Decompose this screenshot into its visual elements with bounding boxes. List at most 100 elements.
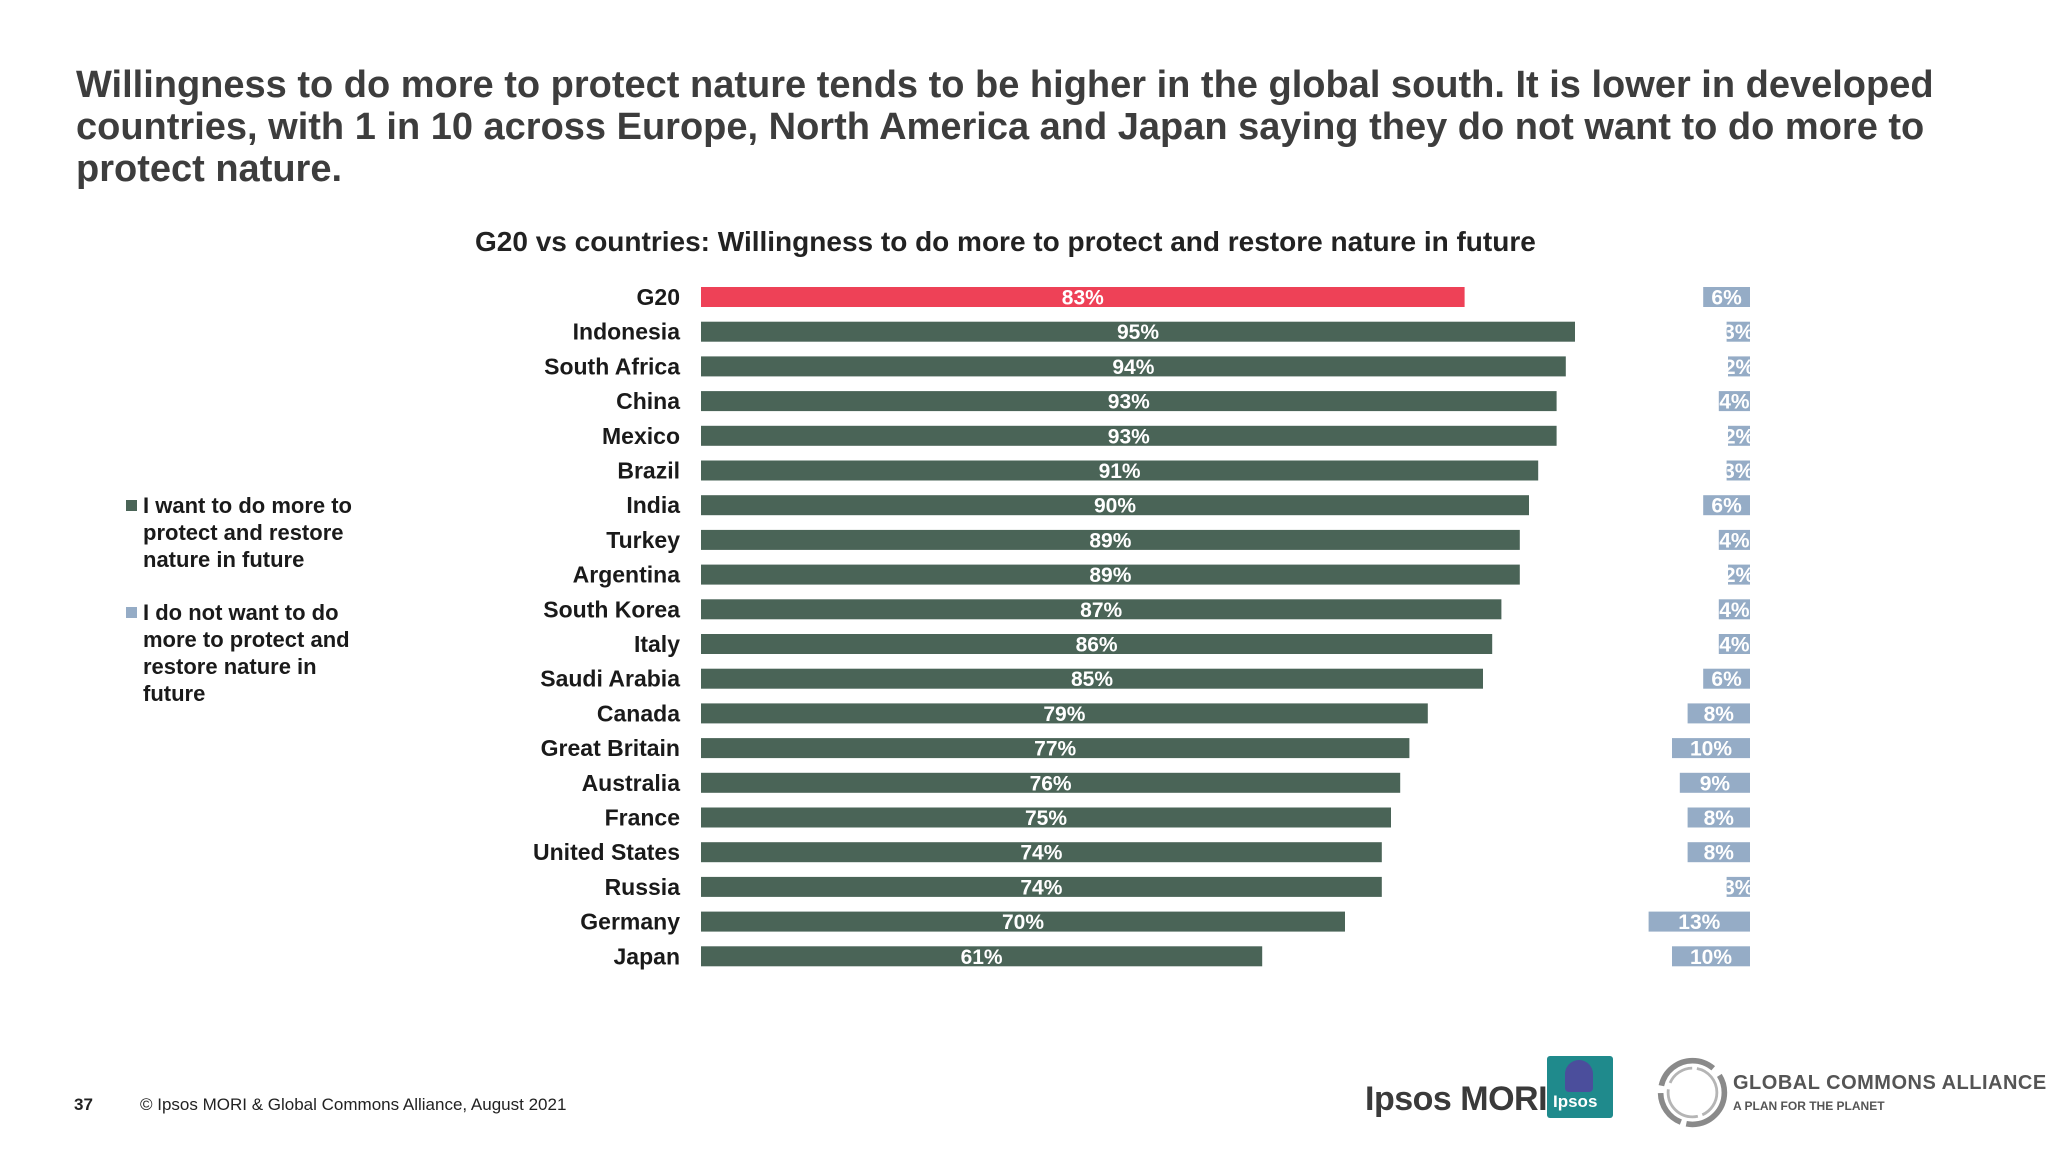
slide-headline: Willingness to do more to protect nature… [76, 64, 1934, 190]
global-commons-alliance-circle-icon [1657, 1057, 1728, 1128]
bar-want-more-indonesia [701, 321, 1575, 342]
value-label-do-not-want-india: 6% [1711, 495, 1742, 518]
gca-logo-tagline: A PLAN FOR THE PLANET [1733, 1099, 1885, 1113]
bar-do-not-want-brazil [1726, 460, 1750, 481]
bar-want-more-great-britain [701, 738, 1410, 759]
value-label-want-more-south-africa: 94% [1112, 356, 1154, 379]
legend-swatch-do-not-want [126, 607, 137, 618]
bar-want-more-south-korea [701, 599, 1502, 620]
legend-swatch-want-more [126, 500, 137, 511]
bar-want-more-brazil [701, 460, 1539, 481]
value-label-do-not-want-mexico: 2% [1724, 425, 1755, 448]
value-label-do-not-want-indonesia: 3% [1723, 321, 1754, 344]
category-label-brazil: Brazil [617, 458, 680, 484]
value-label-do-not-want-great-britain: 10% [1690, 738, 1732, 761]
value-label-want-more-china: 93% [1108, 391, 1150, 414]
bar-do-not-want-south-korea [1718, 599, 1750, 620]
bar-do-not-want-india [1703, 495, 1750, 516]
bar-do-not-want-great-britain [1672, 738, 1750, 759]
value-label-want-more-india: 90% [1094, 495, 1136, 518]
category-label-south-korea: South Korea [543, 596, 680, 622]
bar-want-more-italy [701, 634, 1493, 654]
value-label-want-more-south-korea: 87% [1080, 599, 1122, 622]
bar-want-more-china [701, 391, 1557, 412]
category-label-japan: Japan [614, 943, 680, 969]
bar-do-not-want-canada [1687, 703, 1750, 724]
bar-want-more-argentina [701, 564, 1520, 585]
category-label-great-britain: Great Britain [541, 735, 680, 761]
value-label-do-not-want-brazil: 3% [1723, 460, 1754, 483]
value-label-do-not-want-canada: 8% [1704, 703, 1735, 726]
category-label-italy: Italy [634, 631, 680, 657]
legend-label-do-not-want: I do not want to do more to protect and … [143, 600, 350, 706]
category-label-argentina: Argentina [573, 562, 681, 588]
page-number: 37 [74, 1095, 93, 1114]
bar-do-not-want-saudi-arabia [1703, 668, 1750, 689]
bar-do-not-want-france [1687, 807, 1750, 828]
category-label-g20: G20 [637, 284, 680, 310]
bar-do-not-want-turkey [1718, 529, 1750, 550]
value-label-want-more-great-britain: 77% [1034, 738, 1076, 761]
value-label-want-more-united-states: 74% [1020, 842, 1062, 865]
bar-do-not-want-mexico [1728, 425, 1750, 446]
value-label-want-more-saudi-arabia: 85% [1071, 668, 1113, 691]
value-label-do-not-want-south-africa: 2% [1724, 356, 1755, 379]
bar-want-more-turkey [701, 529, 1520, 550]
bar-do-not-want-indonesia [1726, 321, 1750, 342]
bar-do-not-want-australia [1679, 772, 1750, 793]
category-label-india: India [626, 492, 680, 518]
ipsos-emblem-icon [1565, 1060, 1593, 1092]
legend-item-do-not-want: I do not want to do more to protect and … [124, 599, 384, 707]
value-label-want-more-russia: 74% [1020, 876, 1062, 899]
bar-do-not-want-china [1718, 391, 1750, 412]
bar-want-more-australia [701, 772, 1401, 793]
value-label-do-not-want-saudi-arabia: 6% [1711, 668, 1742, 691]
bar-want-more-russia [701, 876, 1382, 897]
category-label-mexico: Mexico [602, 423, 680, 449]
category-label-saudi-arabia: Saudi Arabia [540, 666, 680, 692]
bar-want-more-united-states [701, 842, 1382, 863]
value-label-want-more-canada: 79% [1043, 703, 1085, 726]
category-label-russia: Russia [605, 874, 681, 900]
bar-want-more-france [701, 807, 1391, 828]
ipsos-mori-logo: Ipsos MORI [1365, 1080, 1548, 1118]
value-label-want-more-japan: 61% [961, 946, 1003, 969]
value-label-do-not-want-italy: 4% [1719, 634, 1750, 657]
category-label-germany: Germany [580, 909, 680, 935]
value-label-do-not-want-japan: 10% [1690, 946, 1732, 969]
bar-chart: G20 83% 6% Indonesia 95% 3% South Africa 94% 2% C… [533, 284, 1755, 970]
category-label-france: France [605, 805, 680, 831]
legend-label-want-more: I want to do more to protect and restore… [143, 493, 352, 572]
value-label-want-more-france: 75% [1025, 807, 1067, 830]
value-label-want-more-g20: 83% [1062, 287, 1104, 310]
bar-want-more-japan [701, 946, 1263, 967]
value-label-want-more-germany: 70% [1002, 911, 1044, 934]
category-label-china: China [616, 388, 680, 414]
bar-do-not-want-italy [1718, 634, 1750, 654]
bar-do-not-want-g20 [1703, 287, 1750, 307]
bar-do-not-want-argentina [1728, 564, 1750, 585]
bar-want-more-south-africa [701, 356, 1566, 377]
ipsos-box-logo: Ipsos [1547, 1056, 1613, 1118]
bar-do-not-want-germany [1648, 911, 1750, 932]
gca-logo-name: GLOBAL COMMONS ALLIANCE [1733, 1072, 2047, 1094]
value-label-do-not-want-russia: 3% [1723, 876, 1754, 899]
bar-do-not-want-japan [1672, 946, 1750, 967]
bar-want-more-g20 [701, 287, 1465, 307]
bar-do-not-want-united-states [1687, 842, 1750, 863]
value-label-do-not-want-france: 8% [1704, 807, 1735, 830]
value-label-do-not-want-argentina: 2% [1724, 564, 1755, 587]
value-label-want-more-italy: 86% [1076, 634, 1118, 657]
value-label-want-more-australia: 76% [1030, 772, 1072, 795]
value-label-do-not-want-south-korea: 4% [1719, 599, 1750, 622]
value-label-want-more-brazil: 91% [1099, 460, 1141, 483]
value-label-want-more-mexico: 93% [1108, 425, 1150, 448]
chart-title: G20 vs countries: Willingness to do more… [475, 226, 1536, 257]
value-label-want-more-indonesia: 95% [1117, 321, 1159, 344]
category-label-south-africa: South Africa [544, 353, 680, 379]
bar-want-more-india [701, 495, 1529, 516]
ipsos-box-label: Ipsos [1553, 1092, 1598, 1111]
value-label-do-not-want-australia: 9% [1700, 772, 1731, 795]
category-label-indonesia: Indonesia [573, 319, 681, 345]
value-label-want-more-turkey: 89% [1089, 529, 1131, 552]
